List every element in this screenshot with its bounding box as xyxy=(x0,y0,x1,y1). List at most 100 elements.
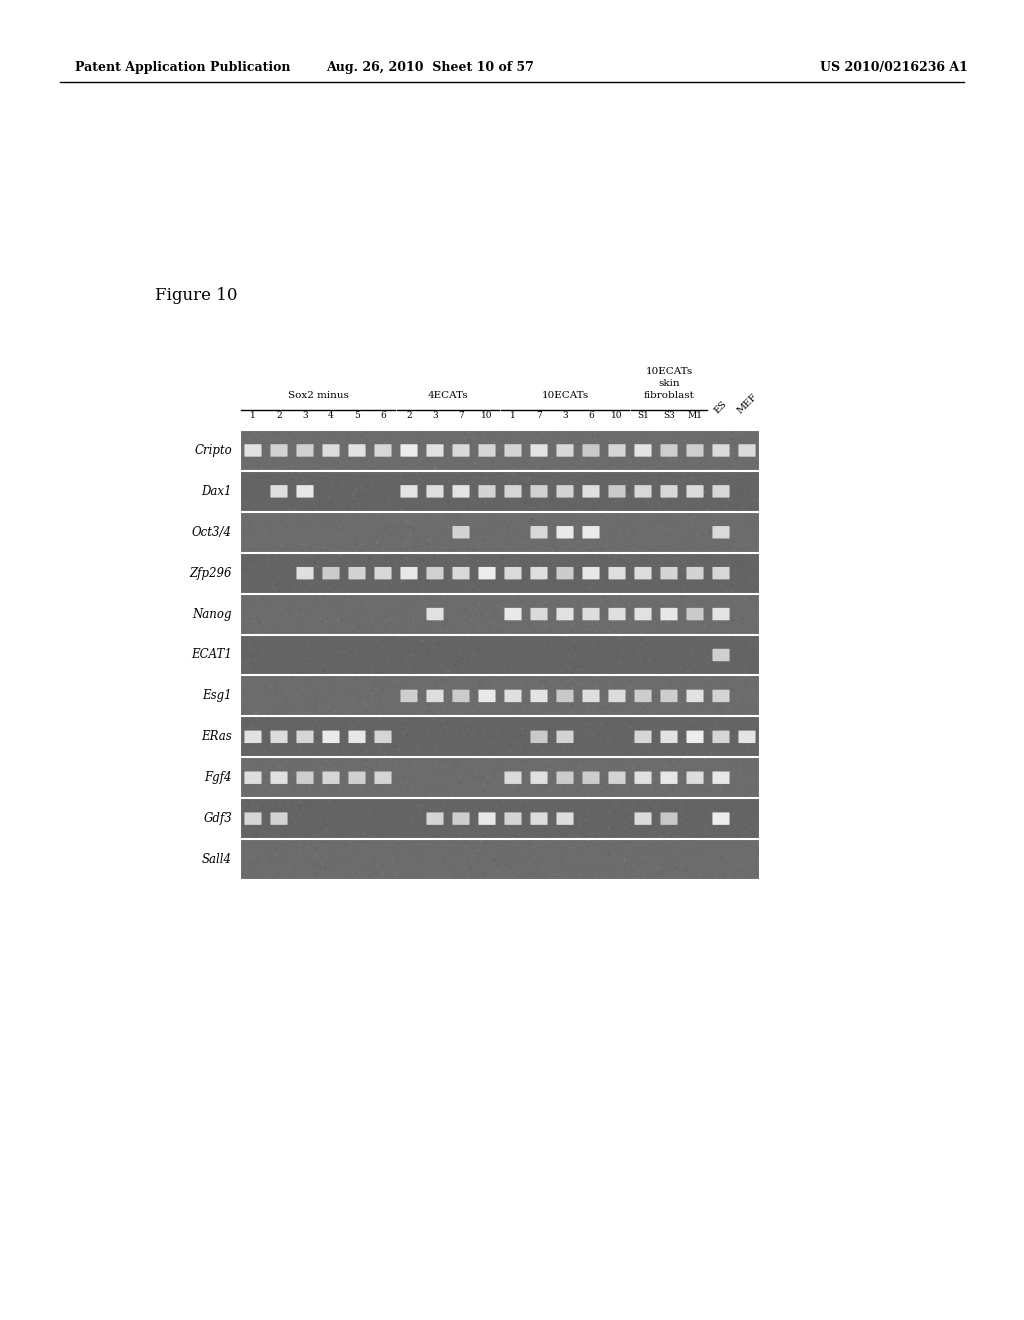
FancyBboxPatch shape xyxy=(556,486,573,498)
FancyBboxPatch shape xyxy=(348,445,366,457)
FancyBboxPatch shape xyxy=(556,812,573,825)
FancyBboxPatch shape xyxy=(713,730,729,743)
Text: 7: 7 xyxy=(537,411,542,420)
FancyBboxPatch shape xyxy=(323,771,340,784)
FancyBboxPatch shape xyxy=(556,568,573,579)
FancyBboxPatch shape xyxy=(686,609,703,620)
FancyBboxPatch shape xyxy=(608,609,626,620)
FancyBboxPatch shape xyxy=(323,445,340,457)
Text: 1: 1 xyxy=(250,411,256,420)
FancyBboxPatch shape xyxy=(296,568,313,579)
FancyBboxPatch shape xyxy=(556,771,573,784)
Bar xyxy=(240,676,760,717)
FancyBboxPatch shape xyxy=(270,486,288,498)
FancyBboxPatch shape xyxy=(505,812,521,825)
FancyBboxPatch shape xyxy=(296,771,313,784)
Text: Fgf4: Fgf4 xyxy=(205,771,232,784)
Text: 10ECATs: 10ECATs xyxy=(542,391,589,400)
Text: 3: 3 xyxy=(432,411,438,420)
Text: M1: M1 xyxy=(687,411,702,420)
Bar xyxy=(240,594,760,635)
FancyBboxPatch shape xyxy=(660,609,678,620)
FancyBboxPatch shape xyxy=(505,609,521,620)
Bar xyxy=(240,430,760,880)
FancyBboxPatch shape xyxy=(660,486,678,498)
Text: Nanog: Nanog xyxy=(193,607,232,620)
Text: 3: 3 xyxy=(562,411,568,420)
FancyBboxPatch shape xyxy=(686,689,703,702)
FancyBboxPatch shape xyxy=(400,689,418,702)
FancyBboxPatch shape xyxy=(453,527,470,539)
FancyBboxPatch shape xyxy=(296,445,313,457)
FancyBboxPatch shape xyxy=(713,568,729,579)
Bar xyxy=(240,799,760,840)
FancyBboxPatch shape xyxy=(556,445,573,457)
FancyBboxPatch shape xyxy=(348,730,366,743)
FancyBboxPatch shape xyxy=(478,445,496,457)
FancyBboxPatch shape xyxy=(583,771,600,784)
FancyBboxPatch shape xyxy=(323,568,340,579)
FancyBboxPatch shape xyxy=(556,730,573,743)
Text: S3: S3 xyxy=(664,411,675,420)
FancyBboxPatch shape xyxy=(583,689,600,702)
FancyBboxPatch shape xyxy=(453,445,470,457)
FancyBboxPatch shape xyxy=(738,445,756,457)
FancyBboxPatch shape xyxy=(426,445,443,457)
FancyBboxPatch shape xyxy=(375,730,391,743)
FancyBboxPatch shape xyxy=(713,689,729,702)
FancyBboxPatch shape xyxy=(505,771,521,784)
Text: 2: 2 xyxy=(407,411,412,420)
Bar xyxy=(240,840,760,880)
Bar xyxy=(240,758,760,799)
Text: 4: 4 xyxy=(328,411,334,420)
Text: 6: 6 xyxy=(588,411,594,420)
FancyBboxPatch shape xyxy=(686,568,703,579)
Bar xyxy=(240,512,760,553)
FancyBboxPatch shape xyxy=(530,527,548,539)
FancyBboxPatch shape xyxy=(270,730,288,743)
FancyBboxPatch shape xyxy=(245,445,261,457)
FancyBboxPatch shape xyxy=(400,486,418,498)
Text: Sall4: Sall4 xyxy=(202,853,232,866)
FancyBboxPatch shape xyxy=(660,445,678,457)
Text: Sox2 minus: Sox2 minus xyxy=(288,391,348,400)
Text: 10ECATs: 10ECATs xyxy=(645,367,692,376)
FancyBboxPatch shape xyxy=(635,568,651,579)
FancyBboxPatch shape xyxy=(713,771,729,784)
Text: 3: 3 xyxy=(302,411,308,420)
FancyBboxPatch shape xyxy=(426,486,443,498)
FancyBboxPatch shape xyxy=(583,445,600,457)
FancyBboxPatch shape xyxy=(608,486,626,498)
FancyBboxPatch shape xyxy=(426,689,443,702)
FancyBboxPatch shape xyxy=(478,812,496,825)
Text: Esg1: Esg1 xyxy=(203,689,232,702)
FancyBboxPatch shape xyxy=(348,771,366,784)
FancyBboxPatch shape xyxy=(608,568,626,579)
FancyBboxPatch shape xyxy=(505,689,521,702)
FancyBboxPatch shape xyxy=(400,568,418,579)
FancyBboxPatch shape xyxy=(686,445,703,457)
FancyBboxPatch shape xyxy=(608,445,626,457)
FancyBboxPatch shape xyxy=(530,568,548,579)
FancyBboxPatch shape xyxy=(375,568,391,579)
Text: Figure 10: Figure 10 xyxy=(155,286,238,304)
FancyBboxPatch shape xyxy=(738,730,756,743)
FancyBboxPatch shape xyxy=(270,445,288,457)
FancyBboxPatch shape xyxy=(713,648,729,661)
FancyBboxPatch shape xyxy=(348,568,366,579)
Text: Cripto: Cripto xyxy=(195,444,232,457)
Text: Aug. 26, 2010  Sheet 10 of 57: Aug. 26, 2010 Sheet 10 of 57 xyxy=(326,62,534,74)
FancyBboxPatch shape xyxy=(426,568,443,579)
FancyBboxPatch shape xyxy=(530,689,548,702)
Text: US 2010/0216236 A1: US 2010/0216236 A1 xyxy=(820,62,968,74)
Text: Patent Application Publication: Patent Application Publication xyxy=(75,62,291,74)
Bar xyxy=(240,717,760,758)
FancyBboxPatch shape xyxy=(608,771,626,784)
FancyBboxPatch shape xyxy=(530,445,548,457)
FancyBboxPatch shape xyxy=(686,771,703,784)
FancyBboxPatch shape xyxy=(270,771,288,784)
FancyBboxPatch shape xyxy=(635,812,651,825)
FancyBboxPatch shape xyxy=(660,568,678,579)
Text: Oct3/4: Oct3/4 xyxy=(193,525,232,539)
Bar xyxy=(240,635,760,676)
